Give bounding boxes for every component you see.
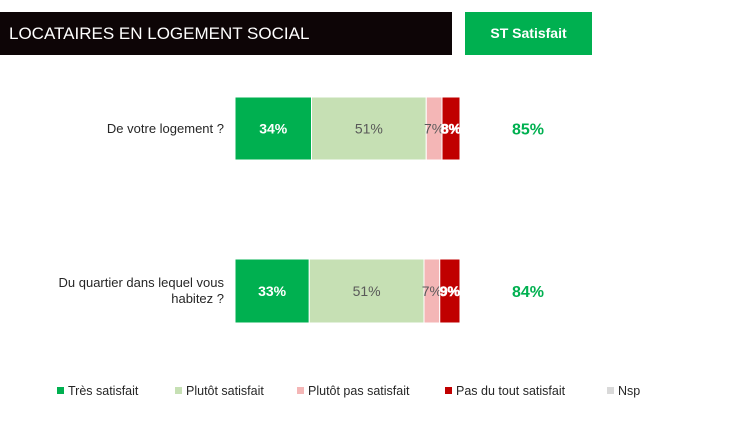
chart-legend: Très satisfait Plutôt satisfait Plutôt pas…	[57, 384, 737, 400]
st-satisfait-value: 85%	[512, 122, 544, 139]
bar-segment-tres-satisfait	[234, 258, 310, 324]
bar-segment-plutot-satisfait	[311, 96, 427, 161]
data-label-tres-satisfait: 33%	[258, 283, 287, 299]
category-label-logement: De votre logement ?	[106, 121, 224, 136]
data-label-plutot-satisfait: 51%	[355, 121, 383, 137]
bar-segment-pas-du-tout-satisfait	[441, 96, 461, 161]
legend-swatch	[297, 387, 304, 394]
legend-label: Très satisfait	[68, 384, 139, 398]
st-satisfait-header: ST Satisfait	[465, 12, 592, 55]
data-label-pas-du-tout-satisfait: 9%	[440, 283, 461, 299]
legend-label: Plutôt pas satisfait	[308, 384, 410, 398]
legend-swatch	[445, 387, 452, 394]
st-satisfait-label: ST Satisfait	[490, 25, 567, 41]
data-label-pas-du-tout-satisfait: 8%	[441, 121, 462, 137]
legend-item-plutot-pas-satisfait: Plutôt pas satisfait	[297, 384, 409, 398]
legend-label: Nsp	[618, 384, 641, 398]
legend-item-nsp: Nsp	[607, 384, 640, 398]
data-label-plutot-pas-satisfait: 7%	[422, 283, 442, 299]
chart-title: LOCATAIRES EN LOGEMENT SOCIAL	[9, 24, 310, 43]
bar-segment-tres-satisfait	[234, 96, 312, 161]
bar-segment-pas-du-tout-satisfait	[439, 258, 461, 324]
data-label-plutot-satisfait: 51%	[353, 283, 381, 299]
legend-swatch	[607, 387, 614, 394]
legend-item-plutot-satisfait: Plutôt satisfait	[175, 384, 264, 398]
st-satisfait-value: 84%	[512, 284, 544, 301]
legend-label: Pas du tout satisfait	[456, 384, 566, 398]
chart-title-bar: LOCATAIRES EN LOGEMENT SOCIAL	[0, 12, 452, 55]
data-label-plutot-pas-satisfait: 7%	[424, 121, 444, 137]
category-label-quartier: Du quartier dans lequel vous habitez ?	[58, 275, 225, 306]
data-label-tres-satisfait: 34%	[259, 121, 288, 137]
legend-swatch	[175, 387, 182, 394]
bar-segment-plutot-satisfait	[308, 258, 425, 324]
legend-item-pas-du-tout-satisfait: Pas du tout satisfait	[445, 384, 565, 398]
legend-label: Plutôt satisfait	[186, 384, 264, 398]
legend-item-tres-satisfait: Très satisfait	[57, 384, 138, 398]
legend-swatch	[57, 387, 64, 394]
